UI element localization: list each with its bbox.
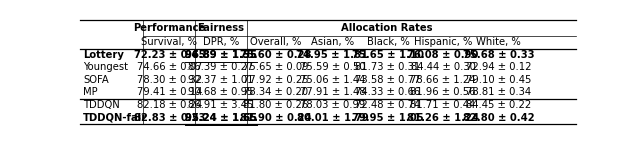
Text: 72.23 ± 0.45: 72.23 ± 0.45 bbox=[134, 50, 205, 60]
Text: 96.89 ± 1.55: 96.89 ± 1.55 bbox=[185, 50, 257, 60]
Text: MP: MP bbox=[83, 87, 98, 97]
Text: 81.90 ± 0.24: 81.90 ± 0.24 bbox=[239, 113, 311, 123]
Text: 77.92 ± 0.25: 77.92 ± 0.25 bbox=[243, 75, 308, 85]
Text: Youngest: Youngest bbox=[83, 62, 128, 72]
Text: 75.65 ± 1.10: 75.65 ± 1.10 bbox=[352, 50, 424, 60]
Text: TDDQN-fair: TDDQN-fair bbox=[83, 113, 147, 123]
Text: 75.68 ± 0.33: 75.68 ± 0.33 bbox=[463, 50, 534, 60]
Text: Fairness: Fairness bbox=[197, 23, 244, 33]
Text: 81.96 ± 0.56: 81.96 ± 0.56 bbox=[410, 87, 476, 97]
Text: 74.66 ± 0.07: 74.66 ± 0.07 bbox=[136, 62, 202, 72]
Text: 82.83 ± 0.23: 82.83 ± 0.23 bbox=[134, 113, 205, 123]
Text: 72.48 ± 0.74: 72.48 ± 0.74 bbox=[355, 100, 420, 110]
Text: 79.10 ± 0.45: 79.10 ± 0.45 bbox=[466, 75, 531, 85]
Text: 86.91 ± 3.45: 86.91 ± 3.45 bbox=[188, 100, 253, 110]
Text: 75.60 ± 0.28: 75.60 ± 0.28 bbox=[239, 50, 311, 60]
Text: SOFA: SOFA bbox=[83, 75, 109, 85]
Text: 76.08 ± 0.90: 76.08 ± 0.90 bbox=[408, 50, 479, 60]
Text: Allocation Rates: Allocation Rates bbox=[340, 23, 432, 33]
Text: 92.37 ± 1.01: 92.37 ± 1.01 bbox=[188, 75, 253, 85]
Text: 81.80 ± 0.26: 81.80 ± 0.26 bbox=[243, 100, 308, 110]
Text: 77.91 ± 1.48: 77.91 ± 1.48 bbox=[300, 87, 365, 97]
Text: 81.71 ± 0.44: 81.71 ± 0.44 bbox=[410, 100, 476, 110]
Text: 79.41 ± 0.14: 79.41 ± 0.14 bbox=[136, 87, 202, 97]
Text: 81.26 ± 1.24: 81.26 ± 1.24 bbox=[407, 113, 479, 123]
Text: 86.39 ± 0.27: 86.39 ± 0.27 bbox=[188, 62, 253, 72]
Text: 84.45 ± 0.22: 84.45 ± 0.22 bbox=[466, 100, 531, 110]
Text: 75.59 ± 0.50: 75.59 ± 0.50 bbox=[300, 62, 365, 72]
Text: Survival, %: Survival, % bbox=[141, 37, 197, 47]
Text: 74.33 ± 0.66: 74.33 ± 0.66 bbox=[355, 87, 420, 97]
Text: 82.80 ± 0.42: 82.80 ± 0.42 bbox=[463, 113, 534, 123]
Text: 75.06 ± 1.44: 75.06 ± 1.44 bbox=[300, 75, 365, 85]
Text: 78.30 ± 0.32: 78.30 ± 0.32 bbox=[137, 75, 202, 85]
Text: Hispanic, %: Hispanic, % bbox=[414, 37, 472, 47]
Text: 84.44 ± 0.30: 84.44 ± 0.30 bbox=[411, 62, 476, 72]
Text: 73.58 ± 0.77: 73.58 ± 0.77 bbox=[355, 75, 420, 85]
Text: 95.24 ± 1.65: 95.24 ± 1.65 bbox=[185, 113, 257, 123]
Text: Overall, %: Overall, % bbox=[250, 37, 301, 47]
Text: Lottery: Lottery bbox=[83, 50, 124, 60]
Text: 75.65 ± 0.09: 75.65 ± 0.09 bbox=[243, 62, 308, 72]
Text: 82.18 ± 0.24: 82.18 ± 0.24 bbox=[137, 100, 202, 110]
Text: 78.66 ± 1.24: 78.66 ± 1.24 bbox=[410, 75, 476, 85]
Text: Performance: Performance bbox=[133, 23, 205, 33]
Text: 78.81 ± 0.34: 78.81 ± 0.34 bbox=[466, 87, 531, 97]
Text: 74.95 ± 1.81: 74.95 ± 1.81 bbox=[296, 50, 369, 60]
Text: 79.95 ± 1.05: 79.95 ± 1.05 bbox=[352, 113, 424, 123]
Text: 81.73 ± 0.31: 81.73 ± 0.31 bbox=[355, 62, 420, 72]
Text: Black, %: Black, % bbox=[367, 37, 410, 47]
Text: 96.89 ± 1.55: 96.89 ± 1.55 bbox=[185, 50, 257, 60]
Text: 72.94 ± 0.12: 72.94 ± 0.12 bbox=[466, 62, 531, 72]
Text: 80.01 ± 1.79: 80.01 ± 1.79 bbox=[296, 113, 369, 123]
Text: 90.68 ± 0.95: 90.68 ± 0.95 bbox=[188, 87, 253, 97]
Text: 95.24 ± 1.65: 95.24 ± 1.65 bbox=[185, 113, 257, 123]
Text: 78.34 ± 0.20: 78.34 ± 0.20 bbox=[243, 87, 308, 97]
Text: TDDQN: TDDQN bbox=[83, 100, 120, 110]
Text: Asian, %: Asian, % bbox=[311, 37, 354, 47]
Text: 78.03 ± 0.99: 78.03 ± 0.99 bbox=[300, 100, 365, 110]
Text: DPR, %: DPR, % bbox=[203, 37, 239, 47]
Text: White, %: White, % bbox=[476, 37, 521, 47]
